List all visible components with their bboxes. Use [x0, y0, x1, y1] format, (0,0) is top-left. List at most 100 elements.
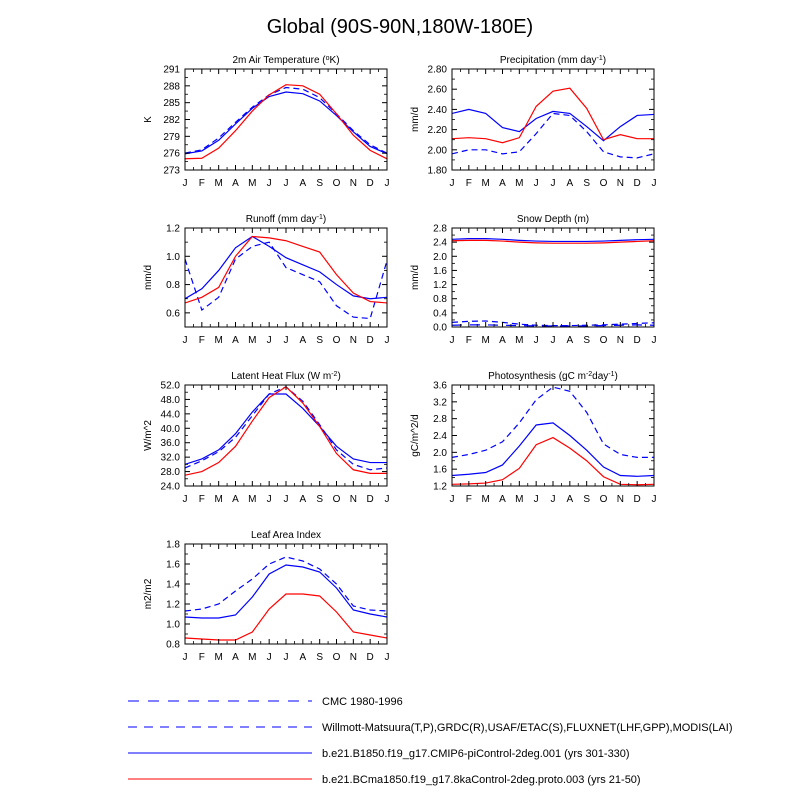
- y-tick-label: 0.6: [166, 308, 180, 319]
- x-tick-label: A: [232, 178, 239, 189]
- x-tick-label: J: [284, 652, 289, 663]
- x-tick-label: J: [183, 652, 188, 663]
- series-line-b-e21-b1850-f19-g17-cmip6-picontrol-2deg: [452, 422, 654, 477]
- x-tick-label: M: [481, 178, 489, 189]
- x-tick-label: M: [481, 335, 489, 346]
- x-tick-label: J: [284, 494, 289, 505]
- x-tick-label: M: [214, 494, 222, 505]
- x-tick-label: N: [350, 178, 357, 189]
- y-tick-label: 36.0: [161, 438, 181, 449]
- x-tick-label: F: [466, 335, 472, 346]
- y-tick-label: 2.0: [433, 448, 447, 459]
- plot-frame: [184, 227, 388, 328]
- legend: CMC 1980-1996 Willmott-Matsuura(T,P),GRDC…: [128, 696, 733, 786]
- x-tick-label: J: [534, 494, 539, 505]
- x-tick-label: M: [515, 494, 523, 505]
- x-tick-label: J: [183, 178, 188, 189]
- y-tick-label: 2.4: [433, 431, 447, 442]
- x-tick-label: M: [248, 494, 256, 505]
- y-tick-label: 28.0: [161, 467, 181, 478]
- x-tick-label: S: [316, 178, 323, 189]
- x-tick-label: A: [499, 335, 506, 346]
- x-tick-label: A: [232, 335, 239, 346]
- y-tick-label: 2.20: [428, 125, 448, 136]
- x-tick-label: D: [367, 335, 374, 346]
- x-tick-label: A: [232, 652, 239, 663]
- x-tick-label: M: [248, 335, 256, 346]
- x-tick-label: M: [515, 178, 523, 189]
- x-tick-label: S: [316, 335, 323, 346]
- y-tick-label: 0.4: [433, 308, 447, 319]
- y-axis-label: K: [143, 116, 154, 123]
- x-tick-label: J: [385, 652, 390, 663]
- y-tick-label: 1.8: [166, 540, 180, 551]
- series-line-b-e21-bcma1850-f19-g17-8kacontrol-2deg-p: [452, 239, 654, 244]
- x-tick-label: M: [481, 494, 489, 505]
- series-line-b-e21-bcma1850-f19-g17-8kacontrol-2deg-p: [452, 436, 654, 486]
- x-tick-label: A: [499, 178, 506, 189]
- y-axis-label: gC/m^2/d: [410, 414, 421, 457]
- x-tick-label: J: [551, 178, 556, 189]
- x-tick-label: J: [551, 335, 556, 346]
- y-tick-label: 285: [163, 98, 180, 109]
- x-tick-label: J: [652, 178, 657, 189]
- y-tick-label: 1.0: [166, 252, 180, 263]
- x-tick-label: A: [299, 494, 306, 505]
- panel-title: Latent Heat Flux (W m-2): [231, 371, 341, 383]
- x-tick-label: F: [199, 652, 205, 663]
- x-tick-label: D: [367, 178, 374, 189]
- y-tick-label: 32.0: [161, 453, 181, 464]
- legend-label: CMC 1980-1996: [322, 696, 403, 708]
- series-line-b-e21-b1850-f19-g17-cmip6-picontrol-2deg: [185, 393, 387, 465]
- series-line-b-e21-bcma1850-f19-g17-8kacontrol-2deg-p: [185, 593, 387, 641]
- x-tick-label: A: [299, 652, 306, 663]
- x-tick-label: F: [466, 494, 472, 505]
- x-tick-label: F: [199, 494, 205, 505]
- series-line-b-e21-bcma1850-f19-g17-8kacontrol-2deg-p: [185, 235, 387, 304]
- x-tick-label: J: [450, 494, 455, 505]
- x-tick-label: J: [183, 335, 188, 346]
- panel-title: 2m Air Temperature (oK): [232, 55, 339, 67]
- panel-title: Leaf Area Index: [251, 530, 321, 541]
- x-tick-label: N: [617, 335, 624, 346]
- panel-snow-depth-m: Snow Depth (m)mm/dJ F M A M J J A S O N D J0.00.40.8…: [410, 214, 657, 346]
- x-tick-label: S: [316, 494, 323, 505]
- x-tick-label: A: [566, 178, 573, 189]
- x-tick-label: D: [634, 494, 641, 505]
- series-line-b-e21-bcma1850-f19-g17-8kacontrol-2deg-p: [185, 84, 387, 160]
- y-tick-label: 1.80: [428, 166, 448, 177]
- x-tick-label: S: [316, 652, 323, 663]
- x-tick-label: J: [267, 335, 272, 346]
- y-tick-label: 52.0: [161, 381, 181, 392]
- legend-label: b.e21.B1850.f19_g17.CMIP6-piControl-2deg…: [322, 748, 630, 760]
- x-tick-label: A: [232, 494, 239, 505]
- series-line-willmott-matsuura-t-p-grdc-r-usaf-etac-s: [452, 112, 654, 159]
- y-tick-label: 1.2: [166, 600, 180, 611]
- y-tick-label: 273: [163, 166, 180, 177]
- x-tick-label: J: [267, 178, 272, 189]
- panel-precipitation-mm-day-1: Precipitation (mm day-1)mm/dJ F M A M J J A S O N D…: [410, 55, 657, 190]
- x-tick-label: O: [600, 178, 608, 189]
- y-tick-label: 282: [163, 115, 180, 126]
- x-tick-label: M: [214, 652, 222, 663]
- y-tick-label: 288: [163, 81, 180, 92]
- x-tick-label: F: [199, 335, 205, 346]
- y-tick-label: 1.2: [166, 224, 180, 235]
- y-tick-label: 2.4: [433, 238, 447, 249]
- page-title: Global (90S-90N,180W-180E): [267, 16, 533, 38]
- y-tick-label: 2.80: [428, 65, 448, 76]
- y-tick-label: 1.2: [433, 482, 447, 493]
- x-tick-label: N: [350, 335, 357, 346]
- series-line-b-e21-b1850-f19-g17-cmip6-picontrol-2deg: [185, 91, 387, 155]
- y-axis-label: mm/d: [410, 107, 421, 132]
- x-tick-label: D: [367, 494, 374, 505]
- y-tick-label: 291: [163, 65, 180, 76]
- legend-label: Willmott-Matsuura(T,P),GRDC(R),USAF/ETAC…: [322, 722, 733, 734]
- legend-label: b.e21.BCma1850.f19_g17.8kaControl-2deg.p…: [322, 774, 641, 786]
- y-tick-label: 2.8: [433, 414, 447, 425]
- y-tick-label: 276: [163, 149, 180, 160]
- y-axis-label: W/m^2: [143, 420, 154, 451]
- series-line-willmott-matsuura-t-p-grdc-r-usaf-etac-s: [185, 386, 387, 471]
- x-tick-label: J: [534, 178, 539, 189]
